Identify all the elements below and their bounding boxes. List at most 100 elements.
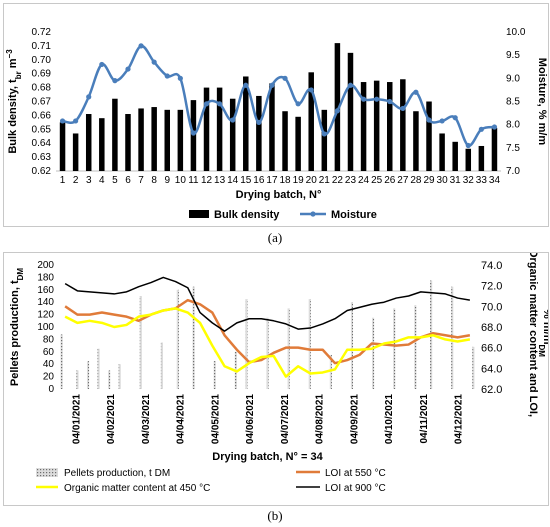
bar-bulk-density-3 bbox=[85, 114, 92, 171]
y2-tick-label-0: 7.0 bbox=[506, 166, 520, 177]
x-tick-label-1: 04/02/2021 bbox=[106, 394, 117, 444]
x-tick-label-10: 11 bbox=[188, 175, 199, 186]
bar-bulk-density-10 bbox=[177, 109, 184, 171]
y-tick-label-9: 0.71 bbox=[32, 41, 52, 52]
y2-tick-label-4: 9.0 bbox=[506, 73, 520, 84]
caption-a: (a) bbox=[267, 230, 283, 245]
bar-bulk-density-24 bbox=[360, 82, 367, 171]
x-tick-label-6: 04/07/2021 bbox=[280, 394, 291, 444]
point-moisture-25 bbox=[374, 96, 380, 102]
bar-bulk-density-30 bbox=[439, 133, 445, 171]
bar-pellets-12 bbox=[118, 364, 121, 389]
bar-pellets-6 bbox=[86, 361, 90, 389]
y2-tick-label-6: 10.0 bbox=[506, 27, 526, 38]
y2-tick-label-2: 8.0 bbox=[506, 120, 520, 131]
point-moisture-1 bbox=[59, 118, 66, 124]
x-tick-label-4: 5 bbox=[112, 175, 118, 186]
y-tick-label-10: 200 bbox=[37, 260, 54, 271]
legend-label-organic-450: Organic matter content at 450 °C bbox=[64, 483, 210, 494]
bar-bulk-density-16 bbox=[256, 95, 262, 171]
bar-bulk-density-31 bbox=[452, 141, 458, 171]
y-tick-label-7: 0.69 bbox=[32, 69, 52, 80]
x-tick-label-14: 15 bbox=[240, 175, 252, 186]
y-tick-label-0: 0 bbox=[48, 384, 54, 395]
y2-tick-label-0: 62.0 bbox=[481, 384, 502, 396]
x-tick-label-0: 04/01/2021 bbox=[71, 394, 82, 444]
y-tick-label-4: 0.66 bbox=[32, 110, 52, 121]
x-tick-label-8: 9 bbox=[164, 175, 170, 186]
bar-bulk-density-17 bbox=[269, 83, 275, 171]
x-tick-label-16: 17 bbox=[266, 175, 278, 186]
y-tick-label-5: 100 bbox=[37, 322, 54, 333]
legend-label-pellets: Pellets production, t DM bbox=[64, 468, 170, 479]
x-tick-label-5: 6 bbox=[125, 175, 131, 186]
point-moisture-4 bbox=[99, 61, 105, 68]
x-tick-label-7: 04/08/2021 bbox=[315, 394, 326, 444]
chart-panel-b: 0 20 40 60 80 100 120 140 160 180 200 62.0 64.0 66.0 6… bbox=[3, 249, 550, 506]
x-tick-label-33: 34 bbox=[489, 175, 501, 186]
bar-bulk-density-12 bbox=[203, 87, 210, 171]
x-tick-label-26: 27 bbox=[397, 175, 409, 186]
bar-bulk-density-26 bbox=[387, 82, 393, 171]
y2-tick-label-3: 8.5 bbox=[506, 97, 520, 108]
y2-tick-label-5: 72.0 bbox=[481, 281, 502, 293]
chart-a: 0.62 0.63 0.64 0.65 0.66 0.67 0.68 0.69 0.70 0.71… bbox=[5, 27, 549, 221]
bar-bulk-density-32 bbox=[465, 148, 472, 171]
point-moisture-21 bbox=[321, 131, 327, 137]
x-tick-label-10: 04/11/2021 bbox=[419, 394, 430, 444]
y-axis-title: Pellets production, tDM bbox=[9, 268, 25, 387]
point-moisture-24 bbox=[360, 96, 367, 102]
y2-tick-label-1: 64.0 bbox=[481, 363, 502, 375]
y2-tick-label-2: 66.0 bbox=[481, 343, 502, 355]
bar-pellets-40 bbox=[266, 317, 269, 389]
bar-pellets-10 bbox=[108, 370, 111, 389]
point-moisture-28 bbox=[413, 89, 419, 95]
point-moisture-8 bbox=[151, 59, 157, 65]
x-tick-label-4: 04/05/2021 bbox=[210, 394, 221, 444]
x-tick-label-9: 04/10/2021 bbox=[384, 394, 395, 444]
legend-swatch-pellets bbox=[36, 468, 58, 477]
point-moisture-6 bbox=[125, 66, 131, 72]
point-moisture-30 bbox=[439, 118, 445, 124]
x-tick-label-25: 26 bbox=[384, 175, 396, 186]
y-tick-label-9: 180 bbox=[37, 272, 54, 283]
x-axis-title: Drying batch, N° bbox=[236, 189, 322, 201]
bar-bulk-density-28 bbox=[413, 111, 419, 171]
bar-pellets-36 bbox=[245, 299, 248, 389]
point-moisture-15 bbox=[243, 82, 249, 88]
bar-pellets-64 bbox=[393, 308, 396, 389]
legend: Pellets production, t DM LOI at 550 °C Org… bbox=[36, 468, 386, 494]
bar-pellets-4 bbox=[76, 370, 79, 389]
x-tick-label-23: 24 bbox=[358, 175, 370, 186]
x-tick-label-2: 04/03/2021 bbox=[141, 394, 152, 444]
x-tick-label-32: 33 bbox=[476, 175, 488, 186]
point-moisture-10 bbox=[177, 75, 183, 81]
x-tick-label-24: 25 bbox=[371, 175, 383, 186]
y-tick-label-0: 0.62 bbox=[32, 166, 52, 177]
bar-bulk-density-14 bbox=[229, 98, 236, 171]
bar-pellets-26 bbox=[192, 286, 195, 389]
y2-tick-label-5: 9.5 bbox=[506, 50, 520, 61]
bar-pellets-20 bbox=[160, 342, 163, 389]
bar-pellets-75 bbox=[451, 286, 454, 389]
point-moisture-12 bbox=[203, 101, 210, 107]
y2-tick-label-3: 68.0 bbox=[481, 322, 502, 334]
y2-axis-title: Moisture, % m/m bbox=[536, 58, 548, 146]
x-tick-label-20: 21 bbox=[319, 175, 331, 186]
bar-bulk-density-8 bbox=[151, 107, 157, 171]
y-axis-title: Bulk density, tbr m−3 bbox=[5, 49, 23, 154]
x-axis-title: Drying batch, N° = 34 bbox=[212, 451, 323, 463]
x-tick-label-3: 04/04/2021 bbox=[176, 394, 187, 444]
y-tick-label-5: 0.67 bbox=[32, 97, 52, 108]
point-moisture-27 bbox=[400, 105, 406, 112]
line-series-2 bbox=[64, 307, 471, 378]
x-tick-label-5: 04/06/2021 bbox=[245, 394, 256, 444]
legend-label-loi-900: LOI at 900 °C bbox=[325, 483, 386, 494]
x-tick-label-29: 30 bbox=[437, 175, 449, 186]
y-tick-label-10: 0.72 bbox=[32, 27, 52, 38]
point-moisture-5 bbox=[112, 78, 118, 84]
point-moisture-23 bbox=[347, 82, 354, 88]
x-tick-label-13: 14 bbox=[227, 175, 239, 186]
x-tick-label-0: 1 bbox=[60, 175, 66, 186]
line-series-3 bbox=[64, 276, 470, 332]
